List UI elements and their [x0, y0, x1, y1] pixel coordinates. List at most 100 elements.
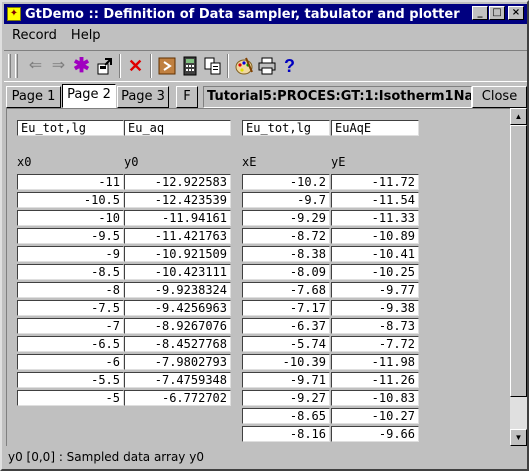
set1-x-cell[interactable]: -6: [17, 354, 124, 370]
set2-x-cell[interactable]: -9.71: [242, 372, 330, 388]
set1-x-cell[interactable]: -9.5: [17, 228, 124, 244]
set2-x-name-field[interactable]: Eu_tot,lg: [242, 120, 330, 136]
calculator-icon[interactable]: [178, 54, 201, 78]
set1-y-cell[interactable]: -7.4759348: [124, 372, 231, 388]
set1-y-cell[interactable]: -11.94161: [124, 210, 231, 226]
set1-y-cell[interactable]: -10.423111: [124, 264, 231, 280]
set1-x-cell[interactable]: -7.5: [17, 300, 124, 316]
asterisk-icon[interactable]: ✱: [73, 55, 90, 77]
app-icon[interactable]: ✦: [7, 7, 21, 21]
set2-x-cell[interactable]: -10.39: [242, 354, 330, 370]
set1-y-cell[interactable]: -9.4256963: [124, 300, 231, 316]
tab-page-3[interactable]: Page 3: [117, 86, 169, 108]
tab-row: Page 1 Page 2 Page 3 F Tutorial5:PROCES:…: [6, 84, 527, 108]
set2-y-cell[interactable]: -10.83: [331, 390, 419, 406]
vertical-scrollbar[interactable]: ▲ ▼: [510, 108, 527, 446]
set2-x-cell[interactable]: -9.7: [242, 192, 330, 208]
copy-icon[interactable]: [201, 54, 224, 78]
print-icon[interactable]: [255, 54, 278, 78]
set1-y-cell[interactable]: -6.772702: [124, 390, 231, 406]
set2-x-cell[interactable]: -7.17: [242, 300, 330, 316]
set1-y-cell[interactable]: -11.421763: [124, 228, 231, 244]
menu-help[interactable]: Help: [70, 28, 101, 43]
set1-x-cell[interactable]: -5: [17, 390, 124, 406]
set1-y-cell[interactable]: -8.9267076: [124, 318, 231, 334]
set2-y-name-field[interactable]: EuAqE: [331, 120, 419, 136]
title-bar[interactable]: ✦ GtDemo :: Definition of Data sampler, …: [4, 4, 527, 24]
set1-x-cell[interactable]: -8.5: [17, 264, 124, 280]
set1-y-cell[interactable]: -9.9238324: [124, 282, 231, 298]
minimize-button[interactable]: _: [472, 6, 488, 20]
set2-x-cell[interactable]: -6.37: [242, 318, 330, 334]
set2-y-cell[interactable]: -11.54: [331, 192, 419, 208]
set1-x-cell[interactable]: -8: [17, 282, 124, 298]
toolbar-separator: [119, 54, 121, 78]
set2-x-header: xE: [242, 155, 257, 169]
toolbar-grip[interactable]: [8, 54, 11, 78]
set2-x-cell[interactable]: -10.2: [242, 174, 330, 190]
tab-page-1[interactable]: Page 1: [6, 86, 61, 108]
set2-x-cell[interactable]: -8.72: [242, 228, 330, 244]
menu-record[interactable]: Record: [12, 28, 57, 43]
set2-y-cell[interactable]: -9.38: [331, 300, 419, 316]
set1-x-cell[interactable]: -11: [17, 174, 124, 190]
toolbar-grip-2[interactable]: [15, 54, 18, 78]
set2-x-cell[interactable]: -8.16: [242, 426, 330, 442]
set2-y-cell[interactable]: -11.33: [331, 210, 419, 226]
set2-y-cell[interactable]: -9.77: [331, 282, 419, 298]
set2-y-cell[interactable]: -10.41: [331, 246, 419, 262]
set1-x-name-field[interactable]: Eu_tot,lg: [17, 120, 124, 136]
set1-y-cell[interactable]: -12.423539: [124, 192, 231, 208]
set2-x-cell[interactable]: -8.09: [242, 264, 330, 280]
set1-y-header: y0: [124, 155, 139, 169]
close-window-button[interactable]: ×: [508, 6, 524, 20]
scrollbar-thumb[interactable]: [510, 125, 527, 397]
set1-y-cell[interactable]: -10.921509: [124, 246, 231, 262]
set1-y-cell[interactable]: -12.922583: [124, 174, 231, 190]
set2-x-cell[interactable]: -8.38: [242, 246, 330, 262]
status-bar: y0 [0,0] : Sampled data array y0: [8, 450, 204, 464]
export-icon[interactable]: [93, 54, 116, 78]
set1-y-cell[interactable]: -8.4527768: [124, 336, 231, 352]
close-button[interactable]: Close: [472, 86, 527, 108]
set1-x-cell[interactable]: -10: [17, 210, 124, 226]
set1-y-name-field[interactable]: Eu_aq: [124, 120, 231, 136]
delete-x-icon[interactable]: ✕: [127, 56, 144, 76]
scroll-up-icon[interactable]: ▲: [510, 108, 527, 125]
tab-page-2[interactable]: Page 2: [62, 84, 116, 108]
forward-arrow-icon[interactable]: ⇒: [51, 57, 66, 74]
set1-x-cell[interactable]: -6.5: [17, 336, 124, 352]
back-arrow-icon[interactable]: ⇐: [28, 57, 43, 74]
set2-y-cell[interactable]: -10.25: [331, 264, 419, 280]
f-button[interactable]: F: [176, 86, 198, 108]
set2-y-cell[interactable]: -11.26: [331, 372, 419, 388]
window-title: GtDemo :: Definition of Data sampler, ta…: [25, 6, 460, 22]
set1-x-cell[interactable]: -7: [17, 318, 124, 334]
set2-y-cell[interactable]: -11.98: [331, 354, 419, 370]
set2-y-cell[interactable]: -8.73: [331, 318, 419, 334]
set2-x-cell[interactable]: -5.74: [242, 336, 330, 352]
set2-x-cell[interactable]: -9.27: [242, 390, 330, 406]
toolbar: ⇐ ⇒ ✱ ✕ ?: [4, 50, 527, 82]
maximize-button[interactable]: □: [489, 6, 505, 20]
set2-y-cell[interactable]: -11.72: [331, 174, 419, 190]
scroll-down-icon[interactable]: ▼: [510, 429, 527, 446]
set2-x-cell[interactable]: -8.65: [242, 408, 330, 424]
palette-icon[interactable]: [232, 54, 255, 78]
set1-x-cell[interactable]: -5.5: [17, 372, 124, 388]
toolbar-separator: [150, 54, 152, 78]
set2-y-cell[interactable]: -10.27: [331, 408, 419, 424]
help-icon[interactable]: ?: [284, 56, 295, 76]
set1-x-cell[interactable]: -10.5: [17, 192, 124, 208]
set1-x-cell[interactable]: -9: [17, 246, 124, 262]
set2-y-cell[interactable]: -7.72: [331, 336, 419, 352]
run-icon[interactable]: [155, 54, 178, 78]
set1-x-header: x0: [17, 155, 32, 169]
data-table-area: Eu_tot,lg Eu_aq Eu_tot,lg EuAqE x0 y0 xE…: [6, 108, 510, 446]
set2-y-cell[interactable]: -10.89: [331, 228, 419, 244]
set1-y-cell[interactable]: -7.9802793: [124, 354, 231, 370]
set2-x-cell[interactable]: -9.29: [242, 210, 330, 226]
set2-y-cell[interactable]: -9.66: [331, 426, 419, 442]
set2-x-cell[interactable]: -7.68: [242, 282, 330, 298]
